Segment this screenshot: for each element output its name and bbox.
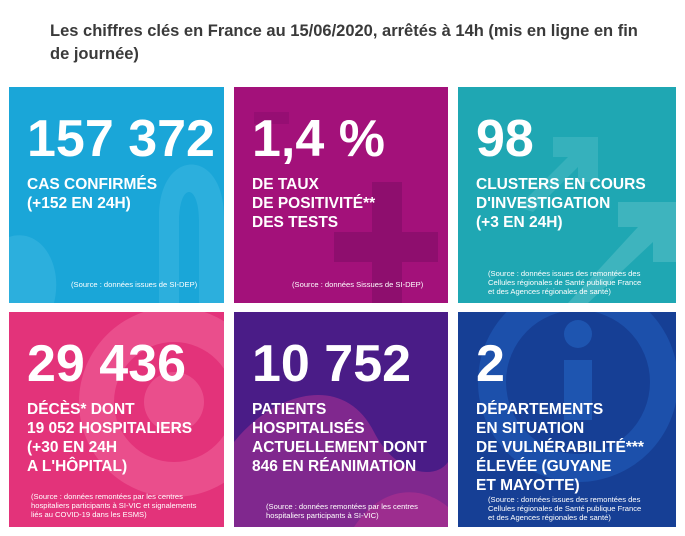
tile-line: DÉCÈS* DONT: [27, 401, 135, 418]
tile-deaths: 29 436 DÉCÈS* DONT 19 052 HOSPITALIERS (…: [9, 312, 224, 527]
tile-line: (+152 EN 24H): [27, 195, 131, 212]
tile-source: (Source : données Sissues de SI-DEP): [292, 280, 424, 289]
tile-number: 98: [476, 110, 534, 168]
tile-source: (Source : données issues des remontées d…: [488, 269, 641, 296]
tile-number: 1,4 %: [252, 110, 385, 168]
tile-line: DES TESTS: [252, 214, 339, 231]
tile-line: ET MAYOTTE): [476, 477, 580, 494]
tile-confirmed-cases: 157 372 CAS CONFIRMÉS (+152 EN 24H) (Sou…: [9, 87, 224, 303]
tile-line: EN SITUATION: [476, 420, 585, 437]
tile-background-graphic: [234, 394, 448, 527]
tile-hospitalised: 10 752 PATIENTS HOSPITALISÉS ACTUELLEMEN…: [234, 312, 448, 527]
tile-description: CAS CONFIRMÉS (+152 EN 24H): [27, 175, 157, 213]
tile-line: (+30 EN 24H: [27, 439, 118, 456]
tile-source-line: (Source : données issues des remontées d…: [488, 495, 641, 504]
tile-line: (+3 EN 24H): [476, 214, 563, 231]
tile-line: CLUSTERS EN COURS: [476, 176, 646, 193]
tile-vulnerable-departments: 2 DÉPARTEMENTS EN SITUATION DE VULNÉRABI…: [458, 312, 676, 527]
tile-number: 157 372: [27, 110, 215, 168]
page-title: Les chiffres clés en France au 15/06/202…: [50, 22, 638, 63]
tile-line: 846 EN RÉANIMATION: [252, 458, 417, 475]
tile-description: DE TAUX DE POSITIVITÉ** DES TESTS: [252, 175, 375, 232]
tile-background-graphic: [9, 164, 224, 303]
tile-line: DÉPARTEMENTS: [476, 401, 604, 418]
tile-source-line: (Source : données remontées par les cent…: [266, 502, 418, 511]
tile-source-line: liés au COVID-19 dans les ESMS): [31, 510, 147, 519]
tile-source-line: hospitaliers participants à SI-VIC): [266, 511, 379, 520]
tile-line: DE POSITIVITÉ**: [252, 195, 376, 212]
tile-line: HOSPITALISÉS: [252, 420, 365, 437]
tile-background-graphic: [478, 312, 676, 482]
tile-line: D'INVESTIGATION: [476, 195, 611, 212]
tile-source: (Source : données issues de SI-DEP): [71, 280, 198, 289]
tile-source: (Source : données remontées par les cent…: [31, 492, 196, 519]
tile-source-line: (Source : données issues des remontées d…: [488, 269, 641, 278]
tile-positivity-rate: 1,4 % DE TAUX DE POSITIVITÉ** DES TESTS …: [234, 87, 448, 303]
tile-line: A L'HÔPITAL): [27, 458, 128, 475]
tile-line: 19 052 HOSPITALIERS: [27, 420, 193, 437]
tile-clusters: 98 CLUSTERS EN COURS D'INVESTIGATION (+3…: [458, 87, 676, 303]
tile-line: CAS CONFIRMÉS: [27, 176, 158, 193]
tile-description: DÉCÈS* DONT 19 052 HOSPITALIERS (+30 EN …: [27, 400, 192, 476]
tile-line: ÉLEVÉE (GUYANE: [476, 458, 612, 475]
tile-line: DE VULNÉRABILITÉ***: [476, 439, 644, 456]
tile-description: PATIENTS HOSPITALISÉS ACTUELLEMENT DONT …: [252, 400, 427, 476]
tile-source-line: Cellules régionales de Santé publique Fr…: [488, 278, 642, 287]
tile-number: 2: [476, 335, 505, 393]
tile-background-graphic: [254, 112, 438, 303]
tile-source-line: hospitaliers participants à SI-VIC et si…: [31, 501, 197, 510]
tile-source-line: (Source : données remontées par les cent…: [31, 492, 183, 501]
tile-description: CLUSTERS EN COURS D'INVESTIGATION (+3 EN…: [476, 175, 646, 232]
tile-background-graphic: [79, 312, 224, 497]
tile-source-line: et des Agences régionales de santé): [488, 287, 611, 296]
tile-number: 10 752: [252, 335, 412, 393]
tile-source-line: et des Agences régionales de santé): [488, 513, 611, 522]
tile-background-graphic: [518, 137, 676, 303]
tile-source: (Source : données remontées par les cent…: [266, 502, 418, 520]
tile-source-line: Cellules régionales de Santé publique Fr…: [488, 504, 642, 513]
tile-line: PATIENTS: [252, 401, 327, 418]
tile-line: ACTUELLEMENT DONT: [252, 439, 427, 456]
tile-description: DÉPARTEMENTS EN SITUATION DE VULNÉRABILI…: [476, 400, 644, 495]
tile-source: (Source : données issues des remontées d…: [488, 495, 641, 522]
tile-line: DE TAUX: [252, 176, 319, 193]
tile-number: 29 436: [27, 335, 187, 393]
